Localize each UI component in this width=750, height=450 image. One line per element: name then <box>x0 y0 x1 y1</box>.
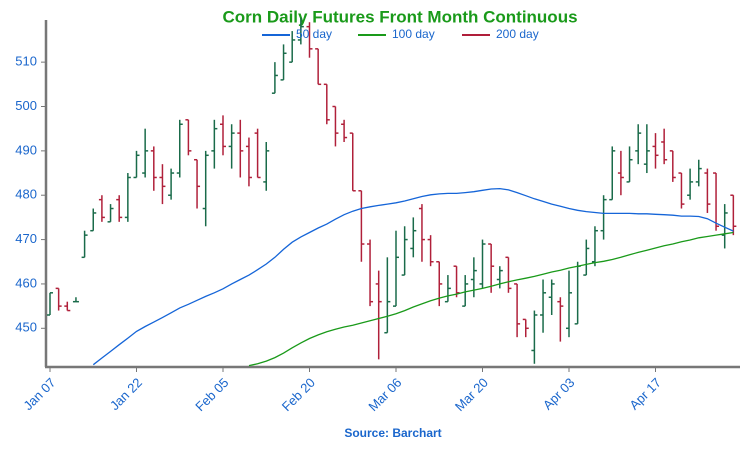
x-tick-label: Apr 03 <box>540 375 578 413</box>
ma-line <box>92 187 734 366</box>
legend-label: 100 day <box>392 27 435 41</box>
y-tick-label: 480 <box>15 187 37 202</box>
x-tick-label: Apr 17 <box>626 375 664 413</box>
x-tick-label: Mar 20 <box>452 375 491 414</box>
y-tick-label: 450 <box>15 320 37 335</box>
x-tick-label: Feb 05 <box>192 375 231 414</box>
x-tick-label: Jan 22 <box>107 375 145 413</box>
x-tick-label: Mar 06 <box>365 375 404 414</box>
y-tick-label: 460 <box>15 275 37 290</box>
x-tick-label: Jan 07 <box>20 375 58 413</box>
y-tick-label: 470 <box>15 231 37 246</box>
y-tick-label: 510 <box>15 54 37 69</box>
source-note: Source: Barchart <box>344 426 441 440</box>
legend-label: 50 day <box>296 27 332 41</box>
y-tick-label: 500 <box>15 98 37 113</box>
ma-line <box>248 231 734 367</box>
y-tick-label: 490 <box>15 142 37 157</box>
legend-label: 200 day <box>496 27 539 41</box>
chart-title: Corn Daily Futures Front Month Continuou… <box>222 7 577 26</box>
x-tick-label: Feb 20 <box>279 375 318 414</box>
